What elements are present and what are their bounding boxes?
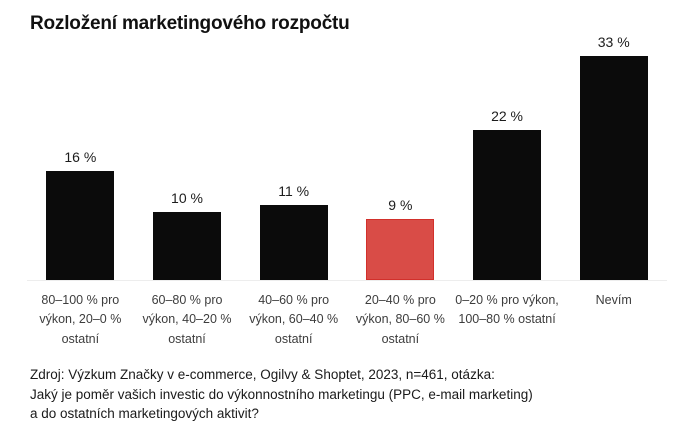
- x-axis-baseline: [27, 280, 667, 281]
- bar: [473, 130, 542, 280]
- bar-group: 22 %: [454, 0, 561, 280]
- bar-group: 9 %: [347, 0, 454, 280]
- bar-chart: 16 % 10 % 11 % 9 % 22 % 33 %: [27, 0, 667, 280]
- bar: [153, 212, 221, 280]
- bar-group: 11 %: [240, 0, 347, 280]
- bar-value-label: 10 %: [171, 190, 203, 206]
- category-label: Nevím: [595, 293, 632, 307]
- bar: [259, 205, 328, 280]
- bar-value-label: 11 %: [278, 183, 310, 200]
- bar-value-label: 22 %: [491, 108, 523, 125]
- bar-value-label: 33 %: [597, 33, 630, 50]
- chart-title: Rozložení marketingového rozpočtu: [30, 13, 350, 34]
- category-label: 60–80 % pro výkon, 40–20 % ostatní: [142, 293, 232, 346]
- bar: [46, 171, 115, 280]
- source-note: Zdroj: Výzkum Značky v e-commerce, Ogilv…: [30, 367, 533, 422]
- bar-group: 33 %: [560, 0, 667, 280]
- category-axis: 80–100 % pro výkon, 20–0 % ostatní 60–80…: [27, 291, 667, 349]
- bar-value-label: 16 %: [64, 149, 97, 166]
- bar: [579, 55, 648, 280]
- bar-group: 10 %: [134, 0, 241, 280]
- bar-group: 16 %: [27, 0, 134, 280]
- category-label: 80–100 % pro výkon, 20–0 % ostatní: [39, 293, 122, 346]
- bar-highlighted: [366, 218, 435, 280]
- category-label: 20–40 % pro výkon, 80–60 % ostatní: [355, 293, 445, 346]
- category-label: 40–60 % pro výkon, 60–40 % ostatní: [249, 293, 339, 346]
- category-label: 0–20 % pro výkon, 100–80 % ostatní: [455, 293, 559, 327]
- bar-value-label: 9 %: [388, 196, 413, 213]
